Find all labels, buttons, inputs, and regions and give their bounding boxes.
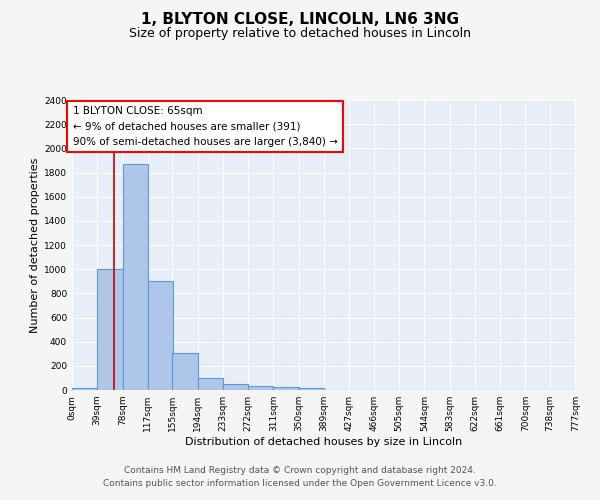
Y-axis label: Number of detached properties: Number of detached properties [30,158,40,332]
Bar [97,269,122,390]
Bar [148,281,173,390]
Bar [248,386,274,390]
Bar [197,378,223,390]
Bar [122,164,148,390]
Text: Size of property relative to detached houses in Lincoln: Size of property relative to detached ho… [129,28,471,40]
Bar [72,388,97,390]
Bar [299,388,324,390]
Bar [172,353,197,390]
Text: Contains HM Land Registry data © Crown copyright and database right 2024.
Contai: Contains HM Land Registry data © Crown c… [103,466,497,487]
X-axis label: Distribution of detached houses by size in Lincoln: Distribution of detached houses by size … [185,437,463,447]
Text: 1 BLYTON CLOSE: 65sqm
← 9% of detached houses are smaller (391)
90% of semi-deta: 1 BLYTON CLOSE: 65sqm ← 9% of detached h… [73,106,338,147]
Bar [274,387,299,390]
Text: 1, BLYTON CLOSE, LINCOLN, LN6 3NG: 1, BLYTON CLOSE, LINCOLN, LN6 3NG [141,12,459,28]
Bar [223,384,248,390]
